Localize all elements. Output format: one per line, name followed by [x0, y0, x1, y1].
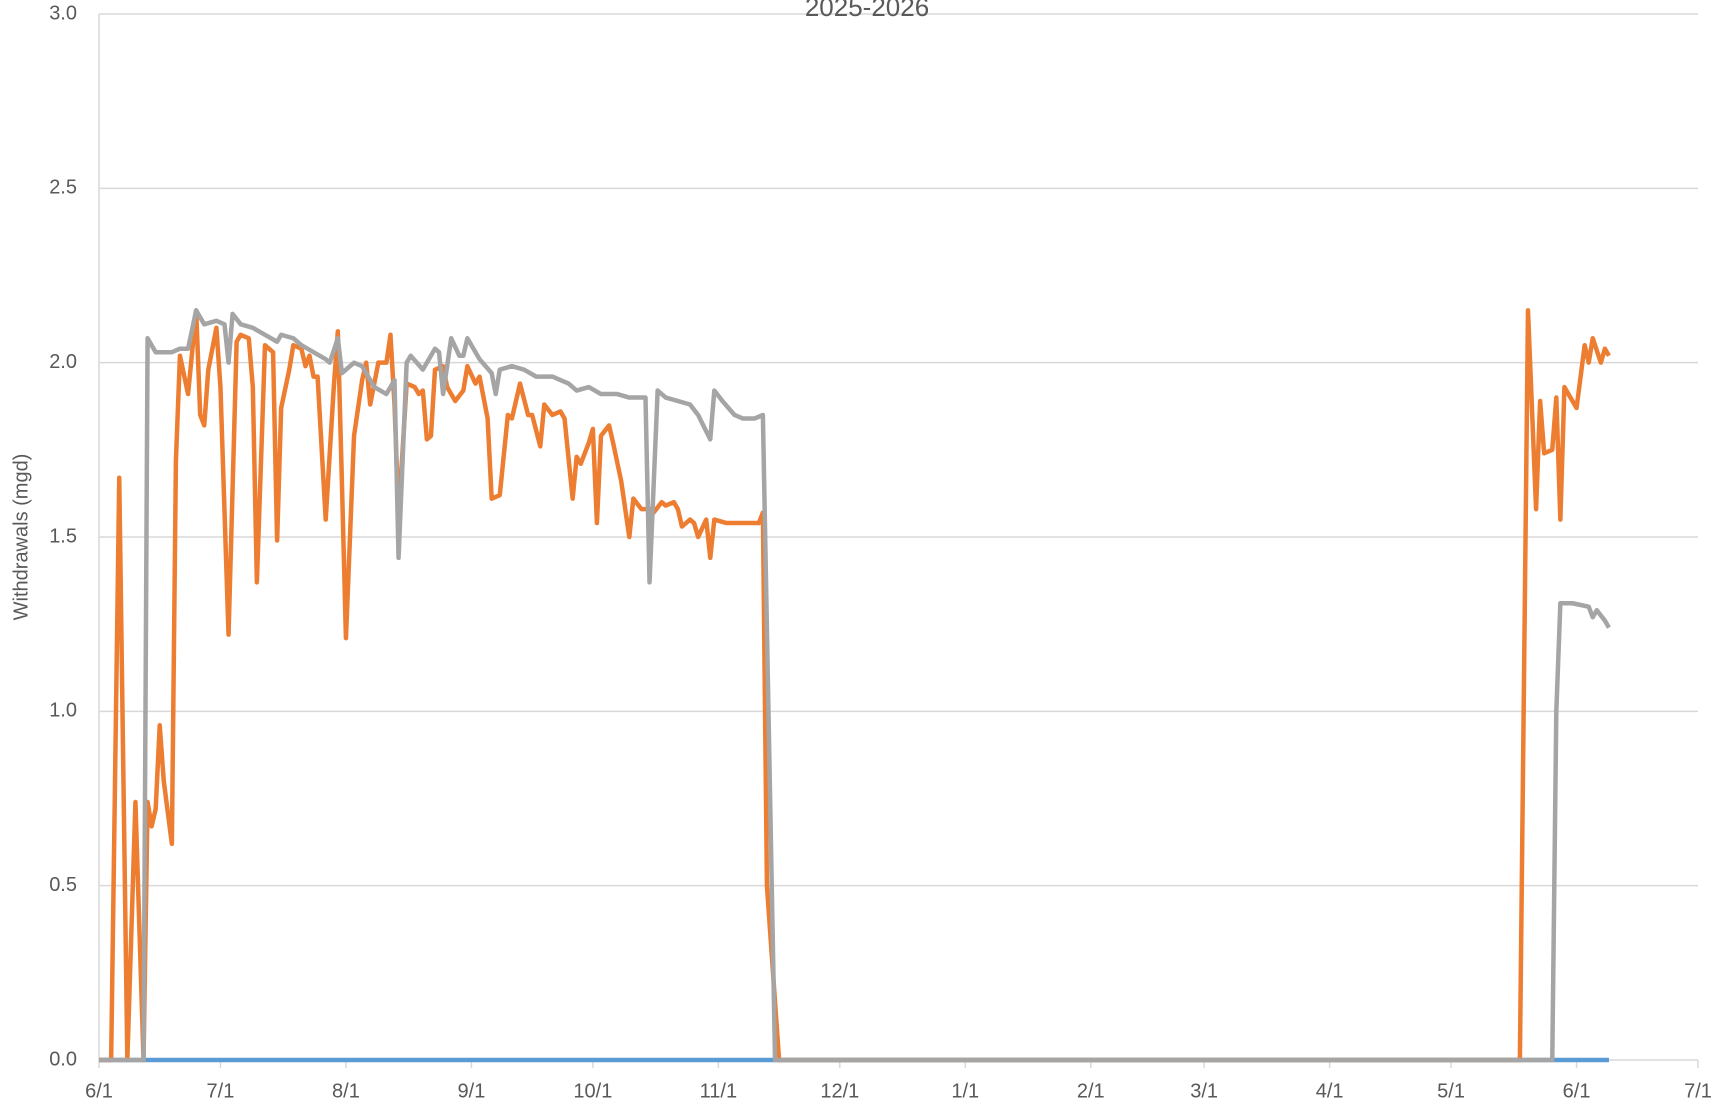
grid	[98, 13, 1699, 1068]
y-tick-label: 3.0	[49, 2, 77, 24]
y-tick-label: 2.5	[49, 177, 77, 199]
y-tick-label: 1.0	[49, 700, 77, 722]
x-tick-label: 11/1	[700, 1080, 737, 1102]
y-axis-label: Withdrawals (mgd)	[10, 454, 32, 621]
y-tick-label: 1.5	[49, 525, 77, 547]
x-tick-label: 3/1	[1190, 1080, 1218, 1102]
x-tick-label: 9/1	[458, 1080, 486, 1102]
x-tick-label: 12/1	[820, 1080, 859, 1102]
x-tick-label: 7/1	[1684, 1080, 1712, 1102]
y-tick-label: 2.0	[49, 351, 77, 373]
x-tick-label: 6/1	[85, 1080, 113, 1102]
x-tick-label: 8/1	[332, 1080, 360, 1102]
series-line	[99, 308, 1611, 1063]
x-tick-label: 5/1	[1437, 1080, 1465, 1102]
series-line	[99, 308, 1611, 1063]
x-tick-label: 2/1	[1077, 1080, 1105, 1102]
x-tick-label: 1/1	[951, 1080, 979, 1102]
x-tick-label: 6/1	[1563, 1080, 1591, 1102]
y-tick-label: 0.0	[49, 1048, 77, 1070]
x-tick-label: 10/1	[573, 1080, 612, 1102]
x-tick-label: 7/1	[207, 1080, 235, 1102]
chart-title: 2025-2026	[805, 0, 929, 22]
lines	[99, 308, 1611, 1063]
y-tick-label: 0.5	[49, 874, 77, 896]
x-tick-label: 4/1	[1316, 1080, 1344, 1102]
